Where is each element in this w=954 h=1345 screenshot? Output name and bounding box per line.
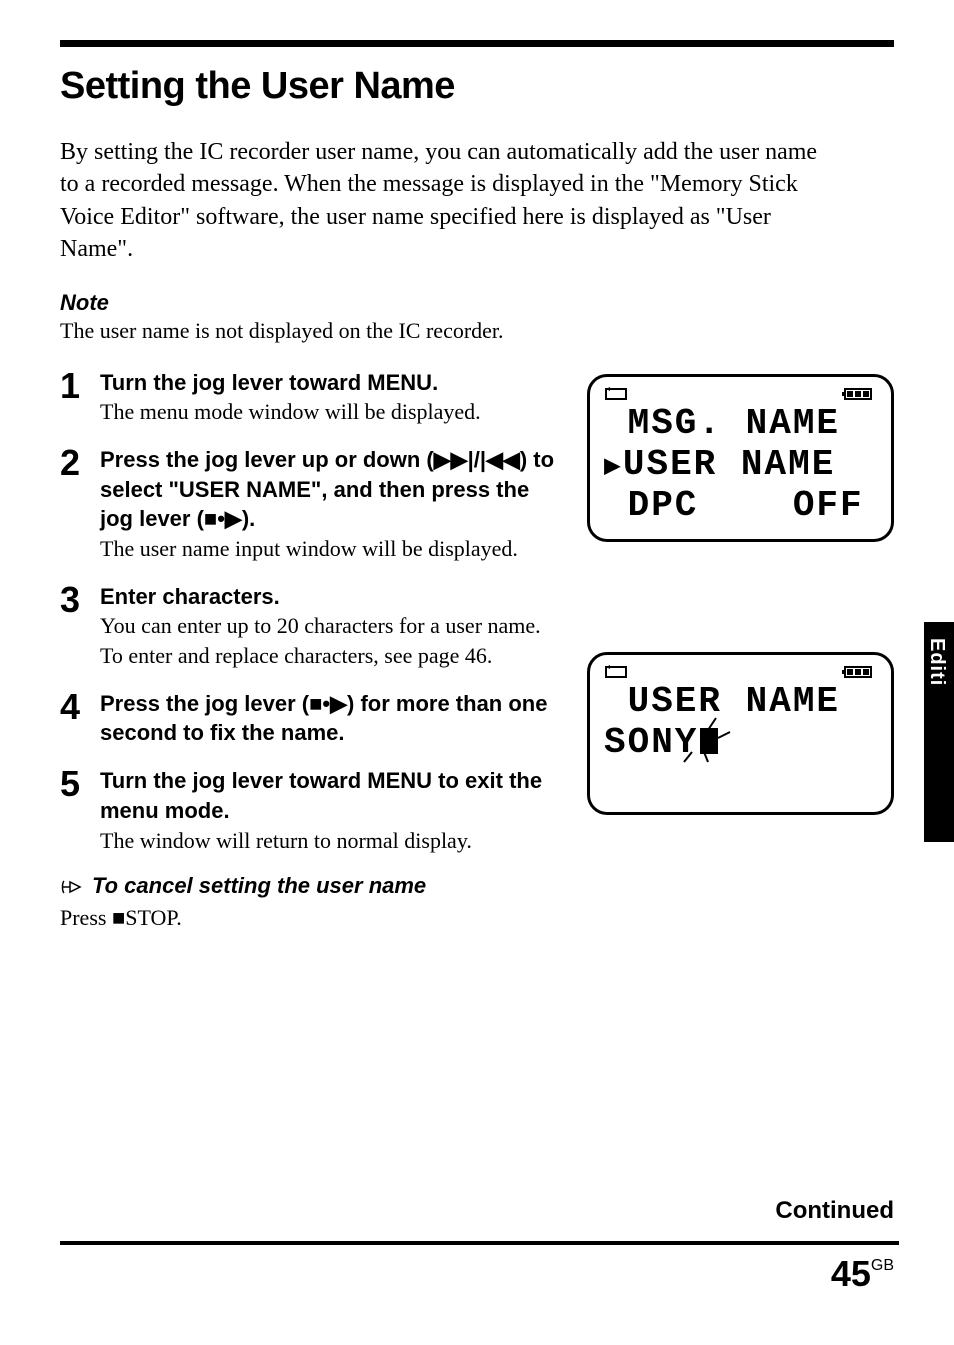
page-number: 45GB: [831, 1253, 894, 1295]
note-heading: Note: [60, 290, 894, 316]
note-body: The user name is not displayed on the IC…: [60, 318, 894, 344]
ffwd-icon: ▶▶|: [434, 447, 474, 472]
lcd-lines: USER NAME SONY: [604, 681, 877, 800]
intro-paragraph: By setting the IC recorder user name, yo…: [60, 136, 840, 266]
lcd-lines: MSG. NAME ▶USER NAME DPC OFF: [604, 403, 877, 527]
stop-icon: ■: [112, 905, 125, 930]
step-3: 3 Enter characters. You can enter up to …: [60, 582, 555, 671]
step-body: Turn the jog lever toward MENU. The menu…: [100, 368, 555, 427]
step-2: 2 Press the jog lever up or down (▶▶|/|◀…: [60, 445, 555, 564]
stop-play-icon: ■•▶: [204, 506, 242, 531]
step-title: Turn the jog lever toward MENU to exit t…: [100, 766, 555, 825]
tip-part: STOP.: [125, 905, 181, 930]
tip-part: Press: [60, 905, 112, 930]
lcd-line: MSG. NAME: [604, 403, 877, 444]
title-part: Press the jog lever (: [100, 691, 309, 716]
side-label-highlight: Editi: [925, 638, 948, 686]
lcd-line: SONY: [604, 722, 877, 763]
page-number-suffix: GB: [871, 1257, 894, 1274]
step-body: Enter characters. You can enter up to 20…: [100, 582, 555, 671]
step-text: The menu mode window will be displayed.: [100, 397, 555, 427]
tip-heading: To cancel setting the user name: [92, 873, 426, 898]
step-number: 4: [60, 689, 100, 748]
title-part: ).: [242, 506, 255, 531]
step-4: 4 Press the jog lever (■•▶) for more tha…: [60, 689, 555, 748]
step-number: 5: [60, 766, 100, 855]
lcd-line: ▶USER NAME: [604, 444, 877, 485]
bottom-rule: [60, 1241, 899, 1245]
battery-icon: [837, 665, 877, 679]
tip-block: To cancel setting the user name Press ■S…: [60, 873, 555, 931]
step-text: The window will return to normal display…: [100, 826, 555, 856]
stop-play-icon: ■•▶: [309, 691, 347, 716]
lcd-text: USER NAME: [623, 444, 835, 485]
step-body: Press the jog lever (■•▶) for more than …: [100, 689, 555, 748]
page-title: Setting the User Name: [60, 65, 894, 108]
step-5: 5 Turn the jog lever toward MENU to exit…: [60, 766, 555, 855]
lcd-screen-2: USER NAME SONY: [587, 652, 894, 815]
cursor-marker: ▶: [604, 452, 623, 483]
battery-icon: [837, 387, 877, 401]
step-body: Turn the jog lever toward MENU to exit t…: [100, 766, 555, 855]
step-text: You can enter up to 20 characters for a …: [100, 611, 555, 641]
step-text: To enter and replace characters, see pag…: [100, 641, 555, 671]
hand-icon: [60, 878, 82, 901]
lcd-column: MSG. NAME ▶USER NAME DPC OFF USER NAME: [587, 368, 894, 931]
lcd-status-row: [604, 665, 877, 679]
step-title: Enter characters.: [100, 582, 555, 612]
title-part: Press the jog lever up or down (: [100, 447, 434, 472]
tip-body: Press ■STOP.: [60, 905, 555, 931]
lcd-text: MSG. NAME: [604, 403, 840, 444]
step-title: Press the jog lever (■•▶) for more than …: [100, 689, 555, 748]
step-title: Turn the jog lever toward MENU.: [100, 368, 555, 398]
step-number: 2: [60, 445, 100, 564]
step-title: Press the jog lever up or down (▶▶|/|◀◀)…: [100, 445, 555, 534]
lcd-line: DPC OFF: [604, 485, 877, 526]
card-icon: [604, 665, 664, 679]
steps-column: 1 Turn the jog lever toward MENU. The me…: [60, 368, 555, 931]
page-number-value: 45: [831, 1253, 871, 1294]
lcd-screen-1: MSG. NAME ▶USER NAME DPC OFF: [587, 374, 894, 542]
step-number: 3: [60, 582, 100, 671]
step-text: The user name input window will be displ…: [100, 534, 555, 564]
note-block: Note The user name is not displayed on t…: [60, 290, 894, 344]
step-number: 1: [60, 368, 100, 427]
content-columns: 1 Turn the jog lever toward MENU. The me…: [60, 368, 894, 931]
card-icon: [604, 387, 664, 401]
side-label-rest: ng Messages: [925, 703, 948, 840]
cursor-burst-icon: [664, 716, 744, 766]
top-rule: [60, 40, 894, 47]
lcd-line: [604, 764, 877, 800]
page: Setting the User Name By setting the IC …: [0, 0, 954, 1345]
step-1: 1 Turn the jog lever toward MENU. The me…: [60, 368, 555, 427]
continued-label: Continued: [775, 1197, 894, 1225]
lcd-status-row: [604, 387, 877, 401]
step-body: Press the jog lever up or down (▶▶|/|◀◀)…: [100, 445, 555, 564]
lcd-text: DPC OFF: [604, 485, 864, 526]
rew-icon: |◀◀: [480, 447, 520, 472]
